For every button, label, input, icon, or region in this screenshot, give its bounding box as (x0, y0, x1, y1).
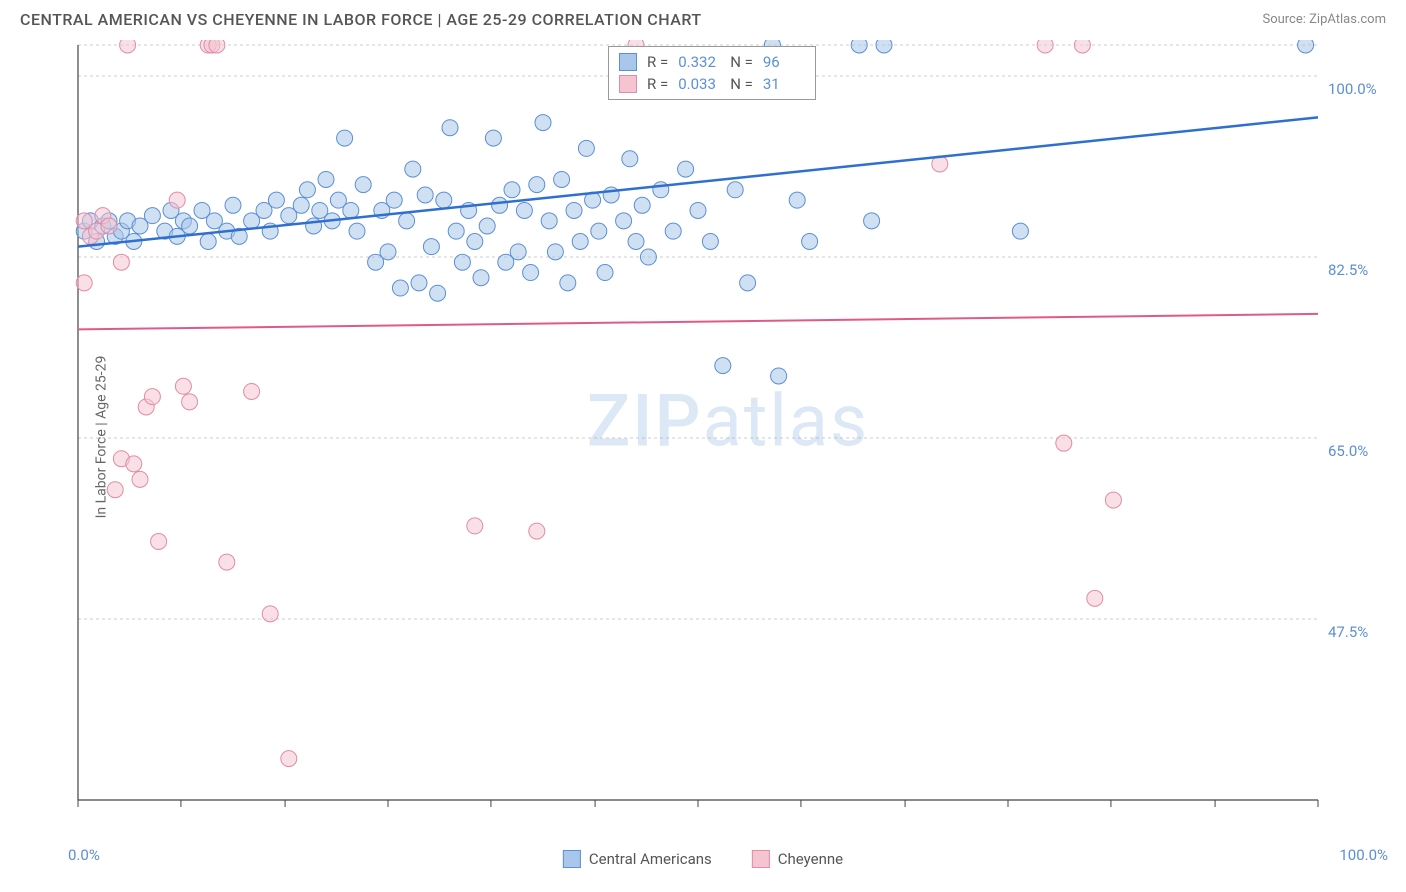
bottom-legend-item: Central Americans (563, 850, 712, 868)
plot-svg: 47.5% 65.0% 82.5% 100.0% (68, 40, 1388, 810)
legend-n-value: 96 (763, 53, 805, 71)
legend-row: R = 0.332 N = 96 (619, 51, 805, 73)
legend-label: Central Americans (589, 850, 712, 868)
series-legend: Central Americans Cheyenne (563, 850, 843, 868)
legend-r-label: R = (647, 53, 668, 71)
page-title: CENTRAL AMERICAN VS CHEYENNE IN LABOR FO… (20, 10, 702, 29)
legend-n-value: 31 (763, 75, 805, 93)
legend-swatch (563, 850, 581, 868)
x-max-label: 100.0% (1339, 846, 1388, 864)
legend-swatch (619, 75, 637, 93)
legend-label: Cheyenne (778, 850, 843, 868)
chart-container: In Labor Force | Age 25-29 47.5%65.0%82.… (38, 40, 1388, 834)
correlation-legend: R = 0.332 N = 96 R = 0.033 N = 31 (608, 46, 816, 100)
legend-n-label: N = (730, 75, 753, 93)
svg-text:100.0%: 100.0% (1328, 80, 1377, 98)
bottom-legend-item: Cheyenne (752, 850, 843, 868)
x-min-label: 0.0% (68, 846, 100, 864)
legend-swatch (752, 850, 770, 868)
legend-r-label: R = (647, 75, 668, 93)
legend-n-label: N = (730, 53, 753, 71)
legend-r-value: 0.332 (678, 53, 720, 71)
legend-row: R = 0.033 N = 31 (619, 73, 805, 95)
svg-text:47.5%: 47.5% (1328, 623, 1368, 641)
svg-text:65.0%: 65.0% (1328, 442, 1368, 460)
scatter-plot: 47.5%65.0%82.5%100.0% ZIPatlas R =0.332N… (68, 40, 1388, 834)
legend-swatch (619, 53, 637, 71)
svg-text:82.5%: 82.5% (1328, 261, 1368, 279)
source-label: Source: ZipAtlas.com (1262, 12, 1386, 27)
legend-r-value: 0.033 (678, 75, 720, 93)
